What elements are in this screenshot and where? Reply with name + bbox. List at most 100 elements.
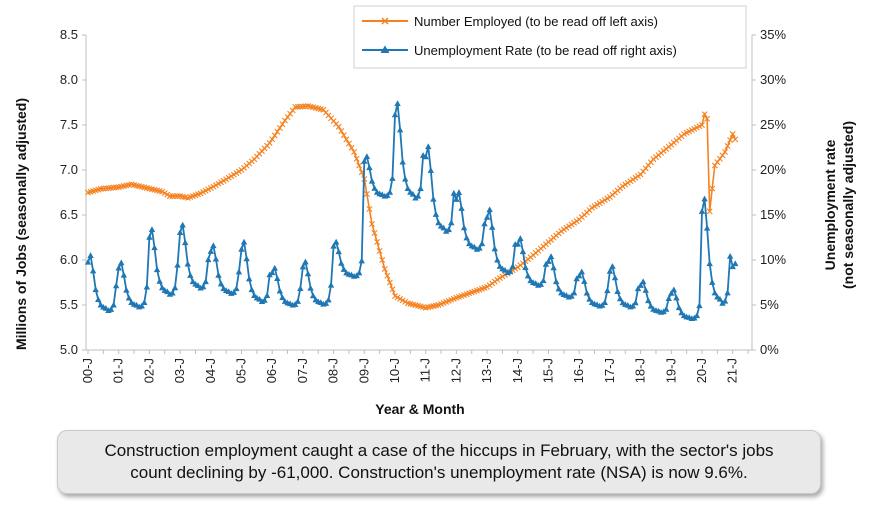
unemployment-point [425,143,432,150]
series-unemployment-rate [84,100,739,322]
x-ticks: 00-J 01-J 02-J 03-J 04-J 05-J 06-J 07-J 08-J 09-J… [80,350,749,383]
unemployment-point [583,289,591,296]
unemployment-point [118,259,125,266]
right-tick-label: 0% [760,342,779,357]
employed-point [169,193,176,200]
unemployment-point [92,286,99,293]
employed-point [384,272,391,279]
unemployment-point [440,224,447,231]
employed-point [348,144,355,151]
unemployment-point [550,264,557,271]
unemployment-point [693,312,701,319]
unemployment-point [205,256,212,263]
unemployment-point [701,195,708,202]
unemployment-point [384,192,391,198]
unemployment-point [174,261,181,268]
unemployment-point [261,297,268,303]
unemployment-point [309,292,317,299]
unemployment-point [230,289,238,295]
unemployment-point [322,300,330,306]
unemployment-point [716,295,724,302]
unemployment-point [182,239,189,246]
unemployment-point [307,284,314,291]
unemployment-point [304,270,312,277]
caption-text: Construction employment caught a case of… [104,440,773,484]
unemployment-point [202,278,209,285]
unemployment-point [427,167,435,173]
employed-point [356,162,363,169]
right-tick-label: 20% [760,162,786,177]
unemployment-point [187,272,194,278]
unemployment-point [89,267,97,274]
unemployment-point [540,277,547,284]
legend-marker-unemployment [380,45,390,53]
unemployment-point [670,286,678,293]
x-tick-label: 14-J [510,358,525,383]
unemployment-point [568,292,575,299]
x-tick-label: 20-J [694,358,709,383]
unemployment-point [696,302,703,309]
unemployment-point [148,226,156,232]
unemployment-point [642,286,649,293]
unemployment-point [84,258,92,265]
legend-box [353,5,747,69]
unemployment-point [327,281,335,288]
left-tick-label: 8.0 [60,72,78,87]
unemployment-point [698,208,706,214]
employed-point [699,122,705,128]
employed-point [722,149,729,155]
unemployment-point [391,111,399,118]
unemployment-point [460,224,468,231]
unemployment-point [486,206,493,213]
employed-point [716,155,723,162]
unemployment-point [578,268,585,275]
left-tick-label: 7.0 [60,162,78,177]
unemployment-point [371,184,378,191]
unemployment-point [616,295,624,302]
unemployment-point [358,257,365,264]
unemployment-point [662,305,670,312]
employed-point [340,132,347,139]
unemployment-point [279,294,286,301]
right-axis-title-line1: Unemployment rate [822,139,838,270]
unemployment-point [614,288,621,294]
unemployment-point [361,158,368,164]
unemployment-point [647,302,655,309]
unemployment-point [581,278,588,284]
unemployment-point [668,289,675,296]
caption-box: Construction employment caught a case of… [57,430,821,494]
employed-point [374,239,381,245]
employed-point [279,121,286,128]
employed-point [287,110,294,117]
employed-point [174,193,181,200]
unemployment-point [445,226,452,233]
unemployment-point [639,278,647,285]
unemployment-point [217,280,225,287]
unemployment-point [632,299,639,306]
series-number-employed [85,103,739,311]
unemployment-point [665,295,672,301]
employed-point [353,155,360,162]
unemployment-point [491,245,498,252]
employed-point [171,193,178,200]
unemployment-point [448,219,455,226]
employed-point [724,143,731,149]
employed-point [289,107,296,114]
unemployment-point [709,279,716,285]
employed-point [727,137,734,143]
x-tick-label: 07-J [295,358,310,383]
x-tick-label: 15-J [541,358,556,383]
employed-point [701,111,708,118]
unemployment-point [453,196,460,202]
employed-point [711,162,718,169]
unemployment-point [276,287,284,294]
unemployment-point [509,263,516,269]
x-tick-label: 06-J [264,358,279,383]
unemployment-point [399,158,406,165]
x-tick-label: 17-J [602,358,617,383]
x-tick-label: 11-J [418,358,433,382]
unemployment-point [243,255,250,262]
right-tick-label: 10% [760,252,786,267]
unemployment-point [732,260,739,267]
unemployment-point [458,205,465,211]
